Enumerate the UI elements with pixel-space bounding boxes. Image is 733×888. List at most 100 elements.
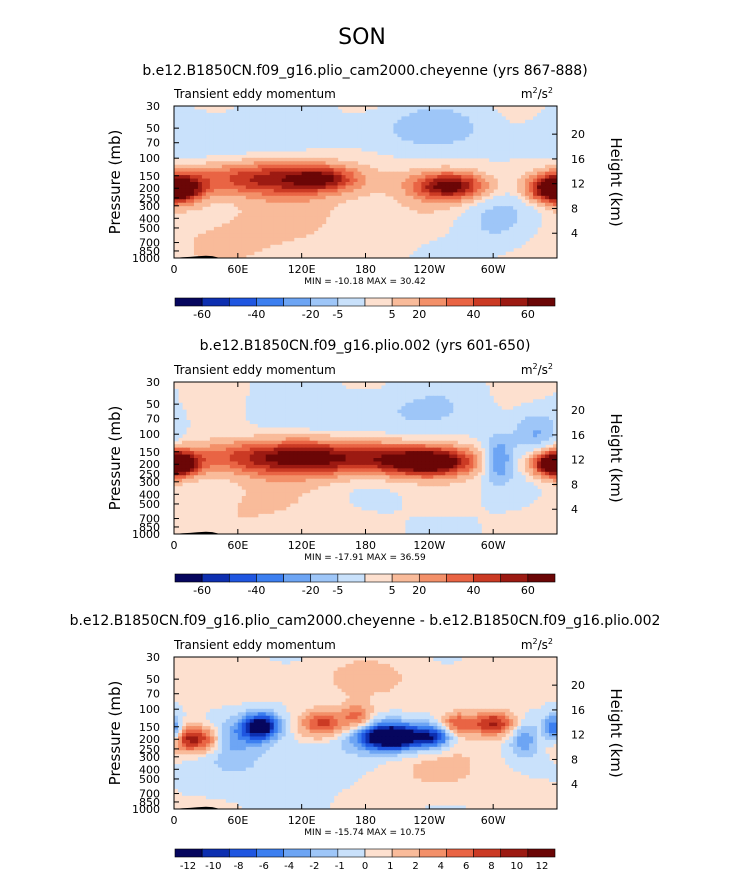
contour-cell [485, 388, 490, 393]
contour-cell [317, 213, 323, 218]
contour-cell [413, 399, 418, 404]
contour-cell [177, 468, 183, 473]
contour-cell [441, 392, 446, 397]
contour-cell [493, 216, 498, 221]
contour-cell [357, 464, 363, 469]
contour-cell [521, 133, 526, 138]
contour-cell [457, 188, 462, 193]
contour-cell [393, 402, 399, 407]
contour-cell [201, 147, 207, 152]
contour-cell [437, 130, 442, 135]
contour-cell [421, 140, 426, 145]
contour-cell [174, 106, 179, 111]
contour-cell [221, 175, 227, 180]
contour-cell [174, 192, 179, 197]
contour-cell [457, 185, 462, 190]
contour-cell [329, 382, 335, 387]
contour-cell [413, 192, 418, 197]
contour-cell [245, 447, 251, 452]
contour-cell [281, 147, 287, 152]
contour-cell [177, 447, 183, 452]
contour-cell [449, 440, 454, 445]
contour-cell [337, 402, 343, 407]
contour-cell [233, 133, 239, 138]
contour-cell [409, 406, 414, 411]
contour-cell [397, 109, 403, 114]
contour-cell [505, 233, 510, 238]
contour-cell [321, 423, 327, 428]
contour-cell [461, 154, 466, 159]
contour-cell [521, 230, 526, 235]
contour-cell [361, 116, 367, 121]
contour-cell [437, 382, 442, 387]
contour-cell [265, 188, 271, 193]
contour-cell [305, 119, 311, 124]
contour-cell [257, 199, 263, 204]
contour-cell [453, 175, 458, 180]
contour-cell [253, 388, 259, 393]
contour-cell [229, 195, 235, 200]
contour-cell [293, 233, 299, 238]
contour-cell [533, 168, 538, 173]
contour-cell [513, 213, 518, 218]
contour-cell [421, 447, 426, 452]
contour-cell [277, 185, 283, 190]
contour-cell [337, 385, 343, 390]
contour-cell [249, 388, 255, 393]
contour-cell [393, 130, 399, 135]
contour-cell [545, 171, 550, 176]
contour-cell [365, 192, 371, 197]
contour-cell [341, 454, 347, 459]
contour-cell [261, 237, 267, 242]
contour-cell [341, 175, 347, 180]
contour-cell [477, 254, 482, 258]
contour-cell [317, 192, 323, 197]
contour-cell [229, 175, 235, 180]
contour-cell [333, 402, 339, 407]
contour-cell [349, 144, 355, 149]
contour-cell [205, 461, 211, 466]
contour-cell [485, 423, 490, 428]
contour-cell [241, 444, 247, 449]
contour-cell [309, 220, 315, 225]
contour-cell [473, 451, 478, 456]
contour-cell [261, 409, 267, 414]
contour-cell [501, 423, 506, 428]
contour-cell [273, 185, 279, 190]
contour-cell [305, 437, 311, 442]
contour-cell [469, 137, 474, 142]
contour-cell [425, 409, 430, 414]
contour-cell [273, 382, 279, 387]
contour-cell [269, 144, 275, 149]
contour-cell [341, 192, 347, 197]
contour-cell [489, 182, 494, 187]
contour-cell [329, 447, 335, 452]
contour-cell [537, 137, 542, 142]
contour-cell [497, 406, 502, 411]
contour-cell [533, 182, 538, 187]
contour-cell [329, 192, 335, 197]
contour-cell [297, 213, 303, 218]
contour-cell [174, 395, 179, 400]
contour-cell [281, 192, 287, 197]
contour-cell [181, 420, 187, 425]
contour-cell [353, 133, 359, 138]
contour-cell [273, 423, 279, 428]
contour-cell [509, 133, 514, 138]
contour-cell [349, 192, 355, 197]
contour-cell [465, 150, 470, 155]
contour-cell [297, 413, 303, 418]
contour-cell [397, 112, 403, 117]
contour-cell [489, 144, 494, 149]
contour-cell [549, 430, 554, 435]
contour-cell [237, 237, 243, 242]
contour-cell [385, 458, 391, 463]
contour-cell [249, 454, 255, 459]
contour-cell [357, 461, 363, 466]
contour-cell [409, 144, 414, 149]
contour-cell [185, 126, 191, 131]
contour-cell [325, 144, 331, 149]
contour-cell [201, 130, 207, 135]
contour-cell [509, 126, 514, 131]
contour-cell [409, 385, 414, 390]
